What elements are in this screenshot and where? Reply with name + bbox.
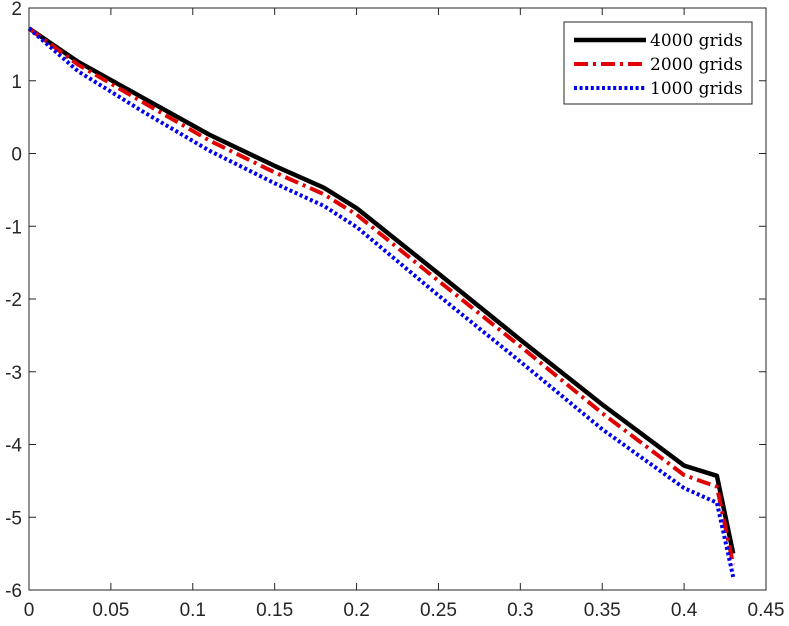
y-tick-label: 0: [11, 145, 22, 166]
x-tick-label: 0.45: [748, 600, 785, 621]
y-tick-label: -3: [5, 363, 22, 384]
y-tick-label: -2: [5, 290, 22, 311]
series-line-2: [27, 26, 736, 565]
legend-label: 4000 grids: [650, 31, 743, 51]
series-line-3: [27, 26, 736, 578]
x-tick-label: 0.25: [420, 600, 457, 621]
x-tick-label: 0.35: [584, 600, 621, 621]
series-line-1: [27, 26, 736, 555]
tick-group: 0 0.05 0.1 0.15 0.2 0.25 0.3 0.35 0.4 0.45 -6 -5 -4 -…: [5, 0, 784, 621]
legend-label: 2000 grids: [650, 55, 743, 75]
x-tick-label: 0: [24, 600, 35, 621]
y-tick-label: -4: [5, 436, 22, 457]
x-tick-label: 0.15: [256, 600, 293, 621]
chart-marks: [27, 26, 736, 578]
y-tick-label: -5: [5, 508, 22, 529]
x-tick-label: 0.4: [671, 600, 698, 621]
y-tick-label: 1: [11, 72, 22, 93]
x-tick-label: 0.3: [507, 600, 533, 621]
x-tick-label: 0.05: [92, 600, 129, 621]
y-tick-label: -1: [5, 217, 22, 238]
x-tick-label: 0.2: [343, 600, 369, 621]
y-tick-label: -6: [5, 581, 22, 602]
legend-label: 1000 grids: [650, 79, 743, 99]
legend: 4000 grids 2000 grids 1000 grids: [563, 21, 753, 105]
y-tick-label: 2: [11, 0, 22, 20]
x-tick-label: 0.1: [180, 600, 206, 621]
